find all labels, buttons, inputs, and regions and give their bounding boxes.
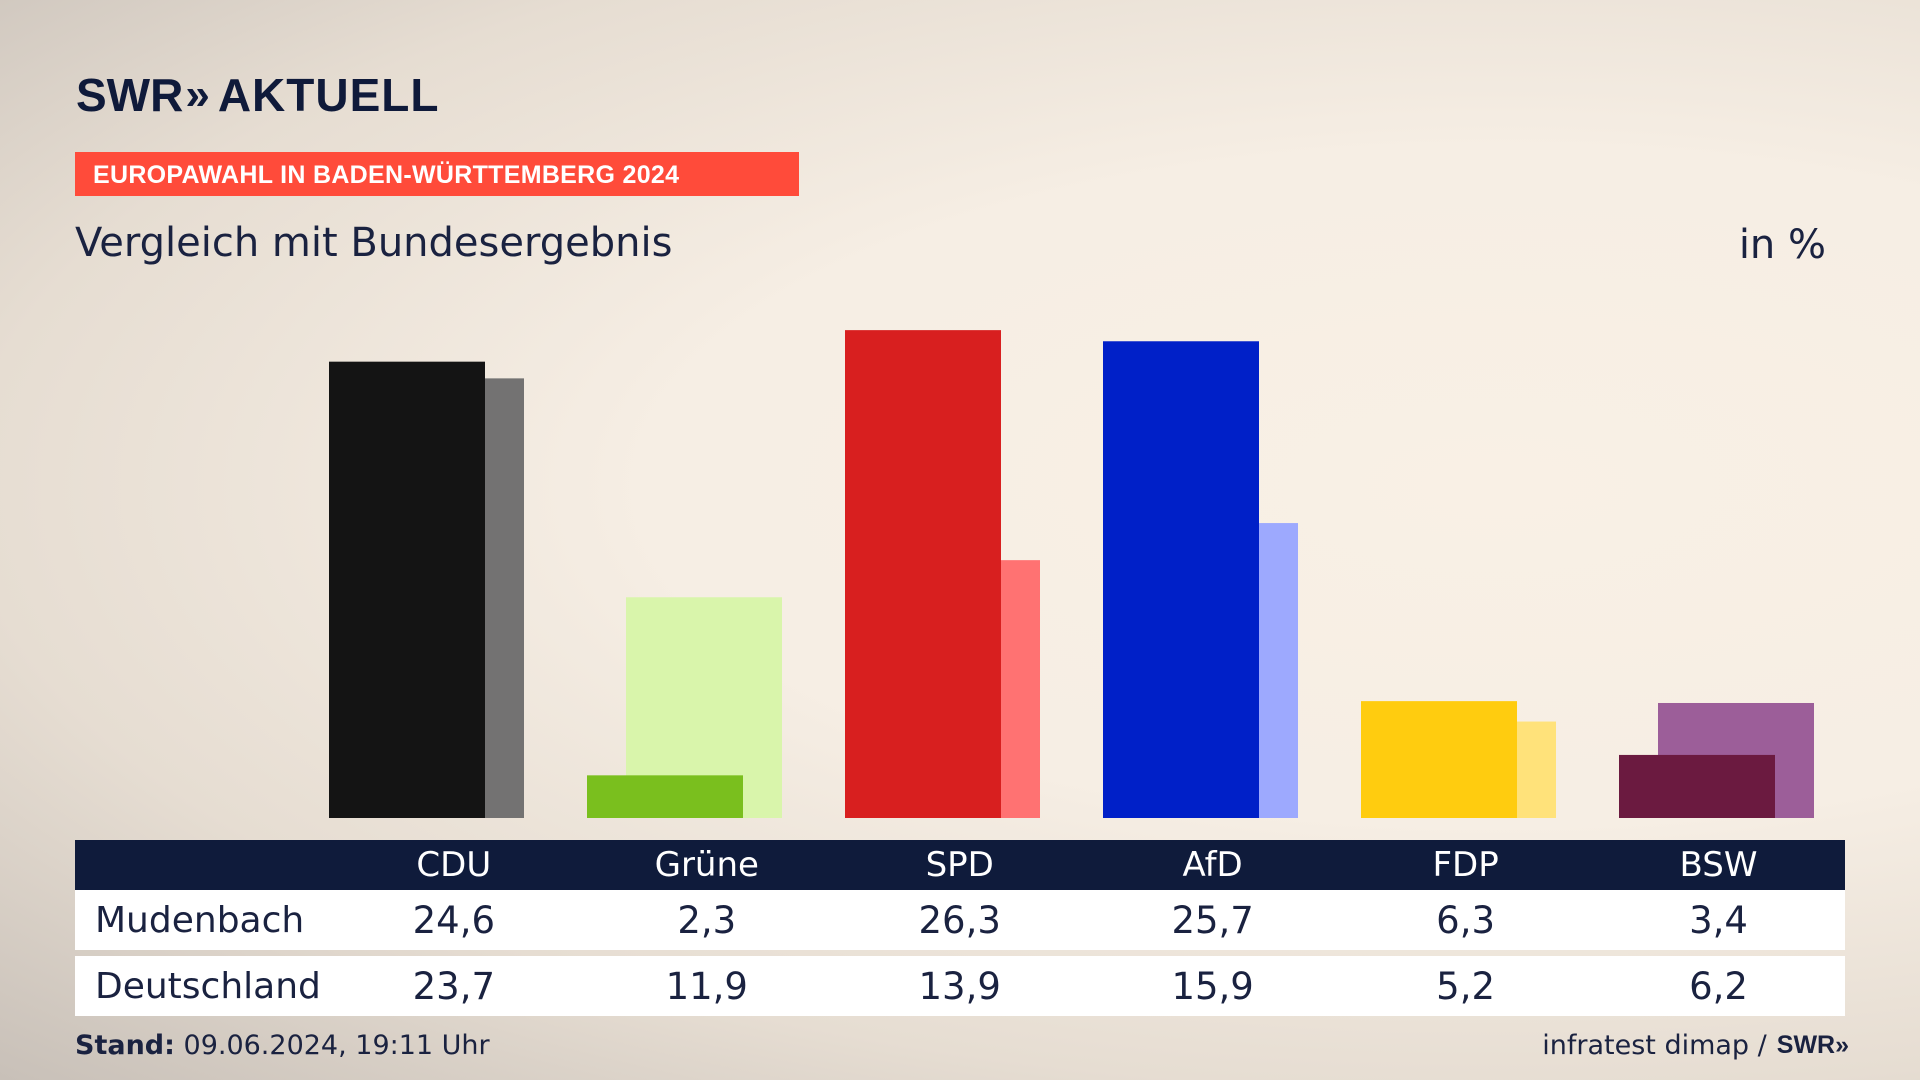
bar-mudenbach-bsw <box>1619 754 1775 818</box>
logo-subtitle: AKTUELL <box>217 69 440 121</box>
row-label: Mudenbach <box>95 899 305 941</box>
table-cell: 3,4 <box>1689 898 1748 942</box>
timestamp: Stand: 09.06.2024, 19:11 Uhr <box>75 1030 490 1061</box>
table-cell: 15,9 <box>1171 964 1254 1008</box>
bar-mudenbach-cdu <box>329 361 485 818</box>
table-header: CDU Grüne SPD AfD FDP BSW <box>75 840 1845 890</box>
table-row: Deutschland 23,7 11,9 13,9 15,9 5,2 6,2 <box>75 956 1845 1016</box>
table-cell: 23,7 <box>412 964 496 1008</box>
small-logo-chevron-icon: » <box>1835 1031 1849 1059</box>
table-cell: 25,7 <box>1171 898 1254 942</box>
table-header-party: BSW <box>1679 845 1758 885</box>
timestamp-label: Stand: <box>75 1030 175 1061</box>
table-cell: 13,9 <box>918 964 1001 1008</box>
bar-mudenbach-grüne <box>587 775 743 818</box>
bar-chart <box>329 330 1814 818</box>
logo-brand: SWR <box>76 69 184 121</box>
table-header-party: FDP <box>1432 845 1499 885</box>
bar-mudenbach-fdp <box>1361 701 1517 818</box>
results-table: CDU Grüne SPD AfD FDP BSW Mudenbach 24,6… <box>75 840 1845 1016</box>
swr-aktuell-logo: SWR » AKTUELL <box>76 68 439 122</box>
table-header-spacer <box>75 840 327 890</box>
table-header-party: Grüne <box>654 845 759 885</box>
election-kicker: EUROPAWAHL IN BADEN-WÜRTTEMBERG 2024 <box>75 152 799 196</box>
table-cell: 2,3 <box>677 898 737 942</box>
unit-label: in % <box>1738 222 1826 268</box>
table-cell: 5,2 <box>1436 964 1495 1008</box>
table-cell: 24,6 <box>412 898 496 942</box>
table-cell: 6,2 <box>1689 964 1748 1008</box>
bar-mudenbach-spd <box>845 330 1001 818</box>
table-cell: 26,3 <box>918 898 1001 942</box>
chart-title: Vergleich mit Bundesergebnis <box>75 220 673 266</box>
table-header-party: AfD <box>1182 845 1243 885</box>
table-row: Mudenbach 24,6 2,3 26,3 25,7 6,3 3,4 <box>75 890 1845 950</box>
table-header-party: CDU <box>416 845 492 885</box>
row-label: Deutschland <box>95 965 321 1007</box>
source-text: infratest dimap / <box>1542 1030 1767 1061</box>
table-cell: 11,9 <box>665 964 748 1008</box>
swr-small-logo: SWR» <box>1776 1031 1849 1060</box>
timestamp-value: 09.06.2024, 19:11 Uhr <box>183 1030 490 1061</box>
bar-mudenbach-afd <box>1103 341 1259 818</box>
table-header-party: SPD <box>925 845 994 885</box>
source-credit: infratest dimap / SWR» <box>1542 1030 1849 1061</box>
table-cell: 6,3 <box>1436 898 1495 942</box>
small-logo-brand: SWR <box>1776 1031 1836 1059</box>
